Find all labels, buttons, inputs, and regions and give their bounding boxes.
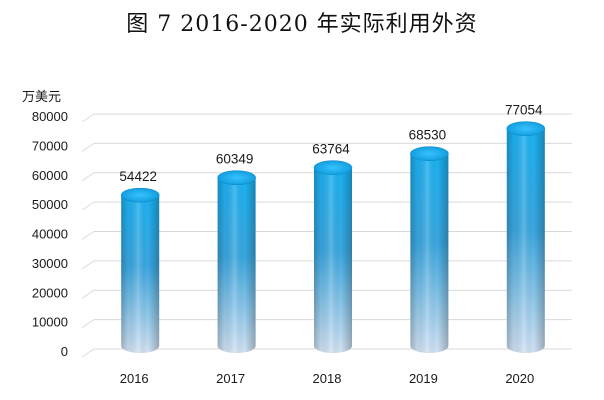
y-tick-label: 60000 [32,168,68,183]
y-tick-label: 40000 [32,227,68,242]
gridline-diagonal [81,113,95,123]
x-tick-label: 2017 [216,371,245,386]
bar [120,187,160,353]
y-unit-label: 万美元 [22,90,61,105]
gridline-diagonal [81,348,95,358]
x-tick-label: 2020 [505,371,534,386]
gridline-diagonal [81,260,95,270]
bar-top-cap [506,121,546,136]
y-tick-label: 70000 [32,138,68,153]
x-tick-label: 2016 [120,371,149,386]
gridline-diagonal [81,142,95,152]
x-tick-label: 2019 [409,371,438,386]
x-tick-label: 2018 [313,371,342,386]
bar-shading [410,153,449,353]
y-tick-label: 0 [61,344,68,359]
gridline-diagonal [81,319,95,329]
data-labels: 54422 60349 63764 68530 77054 [119,103,543,184]
y-tick-label: 30000 [32,256,68,271]
bar-shading [217,177,256,353]
bar-shading [121,195,160,353]
data-label: 68530 [409,128,447,143]
data-label: 63764 [312,142,350,157]
bar-top-cap [217,170,256,186]
gridline-diagonal [81,201,95,211]
bar [506,121,546,353]
gridline-diagonal [81,172,95,182]
y-tick-label: 50000 [32,197,68,212]
data-label: 77054 [505,103,543,118]
gridline-diagonal [81,231,95,240]
bars [120,121,546,353]
y-tick-label: 20000 [32,285,68,300]
bar-top-cap [313,160,353,175]
bar-shading [314,167,352,353]
bar [313,160,353,353]
y-tick-label: 10000 [32,315,68,330]
bar-top-cap [410,146,449,161]
data-label: 60349 [216,152,254,167]
chart-title: 图 7 2016-2020 年实际利用外资 [126,12,478,37]
y-tick-label: 80000 [32,109,68,124]
bar-shading [506,128,545,353]
x-axis: 2016 2017 2018 2019 2020 [120,371,535,386]
data-label: 54422 [119,169,157,184]
bar-top-cap [120,187,160,203]
bar [410,146,449,353]
y-axis: 0 10000 20000 30000 40000 50000 60000 70000 8000… [32,109,68,359]
bar [217,170,256,353]
gridline-diagonal [81,289,95,299]
